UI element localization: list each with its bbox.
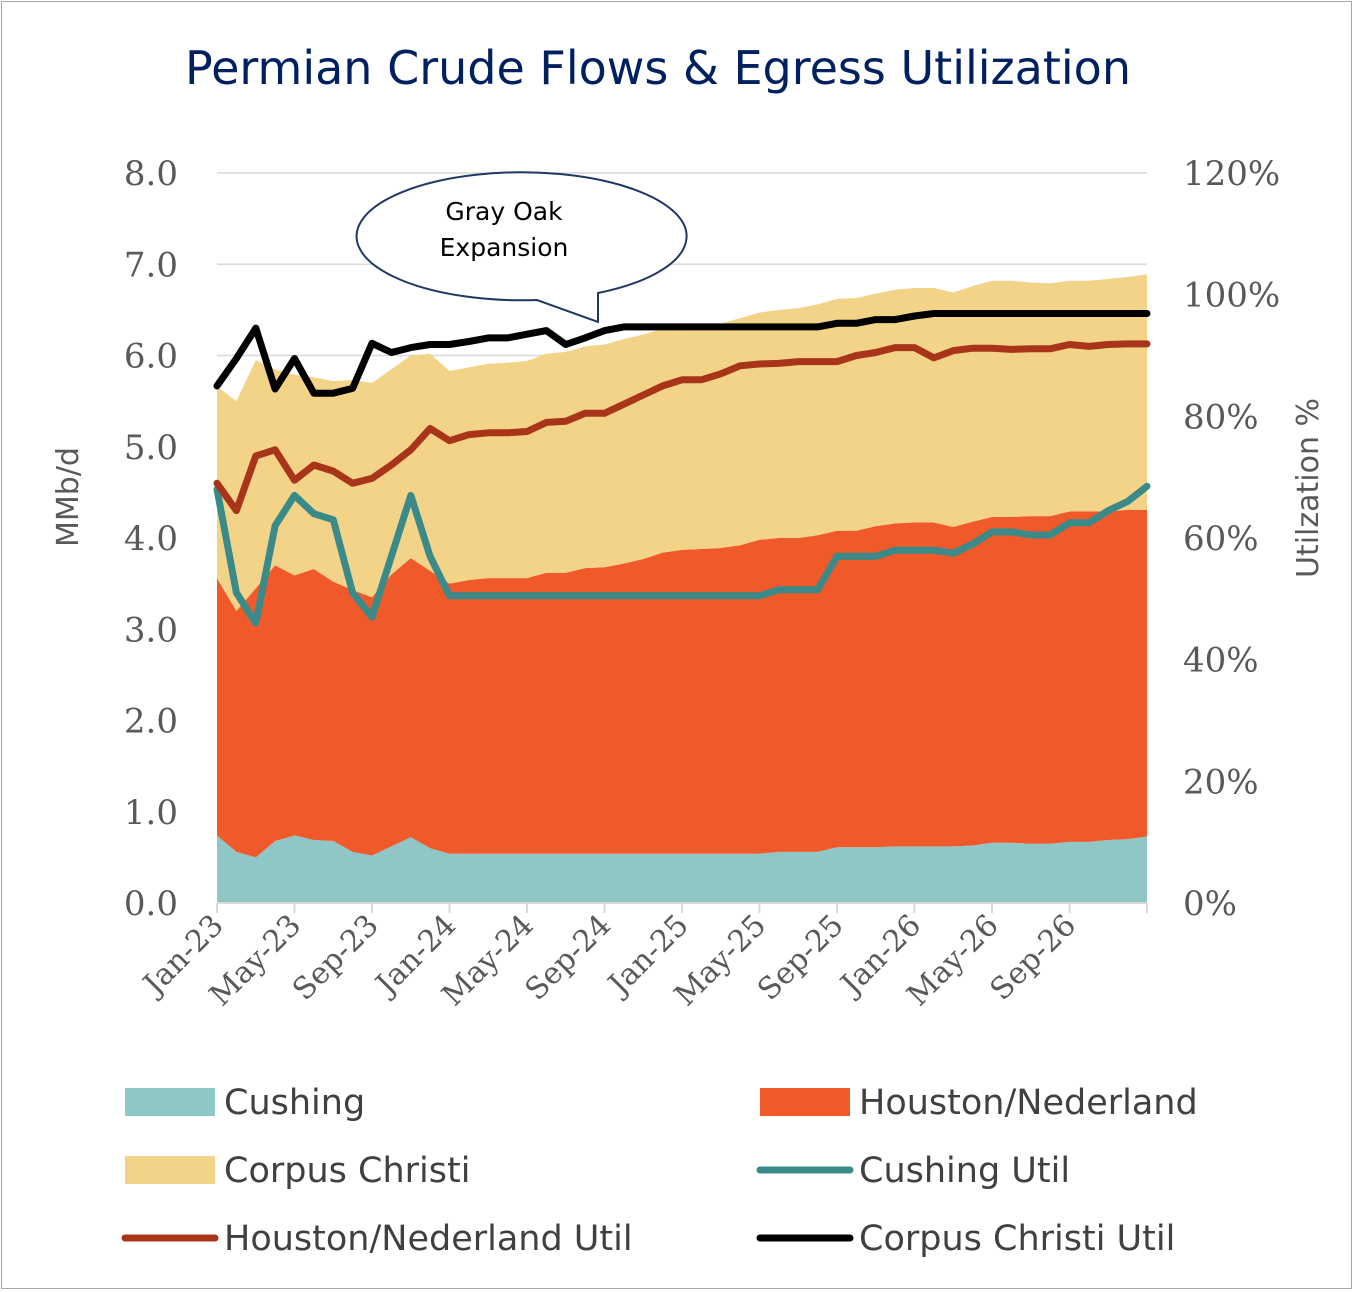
chart-title: Permian Crude Flows & Egress Utilization xyxy=(185,41,1131,95)
line-corpus-christi-util xyxy=(213,310,1151,397)
y-axis-ticks: 0.0 1.0 2.0 3.0 4.0 5.0 6.0 7.0 8.0 xyxy=(124,154,178,924)
legend-label: Cushing xyxy=(224,1083,365,1123)
legend-item: Corpus Christi xyxy=(125,1151,470,1191)
axes xyxy=(216,902,1148,913)
y2-axis-title: Utilzation % xyxy=(1291,398,1326,578)
y-tick-label: 4.0 xyxy=(124,519,178,559)
legend-swatch xyxy=(125,1088,215,1116)
y-tick-label: 0.0 xyxy=(124,884,178,924)
x-tick-label: Sep-24 xyxy=(519,908,619,1008)
y2-tick-label: 40% xyxy=(1183,641,1259,681)
callout-line-1: Gray Oak xyxy=(445,197,563,226)
legend-item: Cushing xyxy=(125,1083,365,1123)
y2-axis-ticks: 0% 20% 40% 60% 80% 100% 120% xyxy=(1183,154,1280,924)
legend-label: Cushing Util xyxy=(859,1151,1070,1191)
y-axis-title: MMb/d xyxy=(51,447,86,547)
line-houston-nederland-util xyxy=(213,340,1151,515)
x-tick-label: Sep-25 xyxy=(751,908,851,1008)
x-axis-ticks: Jan-23May-23Sep-23Jan-24May-24Sep-24Jan-… xyxy=(135,908,1083,1013)
stacked-areas xyxy=(217,274,1147,903)
y-tick-label: 2.0 xyxy=(124,702,178,742)
y-tick-label: 1.0 xyxy=(124,793,178,833)
legend: Cushing Houston/Nederland Corpus Christi Cu… xyxy=(121,1083,1198,1259)
legend-label: Houston/Nederland xyxy=(859,1083,1198,1123)
callout-bubble xyxy=(355,171,688,324)
legend-item: Houston/Nederland xyxy=(760,1083,1198,1123)
callout-line-2: Expansion xyxy=(440,233,569,262)
annotation-callout: Gray Oak Expansion xyxy=(355,171,688,324)
legend-swatch xyxy=(760,1088,850,1116)
y-tick-label: 5.0 xyxy=(124,428,178,468)
y-tick-label: 3.0 xyxy=(124,610,178,650)
x-tick-label: Sep-23 xyxy=(286,908,386,1008)
utilization-lines xyxy=(213,310,1151,627)
y2-tick-label: 0% xyxy=(1183,884,1237,924)
legend-item: Houston/Nederland Util xyxy=(121,1219,633,1259)
legend-label: Houston/Nederland Util xyxy=(224,1219,633,1259)
legend-item: Cushing Util xyxy=(756,1151,1070,1191)
y2-tick-label: 20% xyxy=(1183,762,1259,802)
legend-label: Corpus Christi xyxy=(224,1151,470,1191)
y2-tick-label: 120% xyxy=(1183,154,1280,194)
area-cushing xyxy=(217,835,1147,903)
line-cushing-util xyxy=(213,482,1151,627)
y2-tick-label: 100% xyxy=(1183,276,1280,316)
area-corpus-christi xyxy=(217,274,1147,611)
y-tick-label: 6.0 xyxy=(124,337,178,377)
y2-tick-label: 60% xyxy=(1183,519,1259,559)
y2-tick-label: 80% xyxy=(1183,397,1259,437)
legend-label: Corpus Christi Util xyxy=(859,1219,1175,1259)
legend-swatch xyxy=(125,1156,215,1184)
y-tick-label: 8.0 xyxy=(124,154,178,194)
x-tick-label: Sep-26 xyxy=(984,908,1084,1008)
y-tick-label: 7.0 xyxy=(124,245,178,285)
legend-item: Corpus Christi Util xyxy=(756,1219,1175,1259)
